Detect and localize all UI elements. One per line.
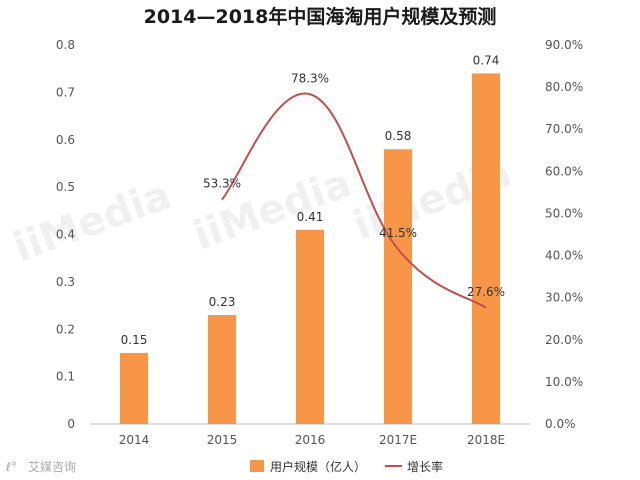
footer-watermark: ℓ° 艾媒咨询: [5, 459, 76, 474]
bar: [208, 315, 236, 424]
x-tick-label: 2017E: [379, 433, 417, 447]
line-series: 53.3% 78.3% 41.5% 27.6%: [203, 71, 505, 309]
right-axis: 0.0% 10.0% 20.0% 30.0% 40.0% 50.0% 60.0% 70.0% 8…: [545, 38, 583, 431]
legend: 用户规模（亿人） 增长率: [250, 459, 443, 474]
left-tick-label: 0.7: [56, 85, 75, 99]
left-tick-label: 0.1: [56, 370, 75, 384]
bar: [296, 229, 324, 424]
bar-value-label: 0.41: [297, 210, 324, 224]
bar: [384, 149, 412, 424]
left-axis: 0 0.1 0.2 0.3 0.4 0.5 0.6 0.7 0.8: [56, 38, 75, 431]
line-value-label: 78.3%: [291, 71, 329, 85]
growth-rate-line: [221, 92, 487, 309]
right-tick-label: 30.0%: [545, 291, 583, 305]
left-tick-label: 0.3: [56, 275, 75, 289]
x-axis: 2014 2015 2016 2017E 2018E: [119, 433, 505, 447]
left-tick-label: 0.5: [56, 180, 75, 194]
x-tick-label: 2018E: [467, 433, 505, 447]
footer-text: 艾媒咨询: [28, 459, 76, 474]
footer-logo-icon: ℓ°: [5, 460, 17, 474]
bar-value-label: 0.15: [121, 333, 148, 347]
right-tick-label: 60.0%: [545, 164, 583, 178]
right-tick-label: 20.0%: [545, 333, 583, 347]
right-tick-label: 80.0%: [545, 80, 583, 94]
bar-value-label: 0.74: [473, 53, 500, 67]
line-value-label: 53.3%: [203, 177, 241, 191]
right-tick-label: 70.0%: [545, 122, 583, 136]
line-value-label: 41.5%: [379, 226, 417, 240]
bar-value-label: 0.58: [385, 129, 412, 143]
legend-bar-swatch: [250, 460, 264, 472]
legend-line-label: 增长率: [407, 459, 443, 474]
line-value-label: 27.6%: [467, 285, 505, 299]
chart-title: 2014—2018年中国海淘用户规模及预测: [144, 5, 497, 28]
x-tick-label: 2016: [295, 433, 326, 447]
watermark-brand-2: iiMedia: [188, 160, 358, 259]
left-tick-label: 0.4: [56, 228, 75, 242]
right-tick-label: 90.0%: [545, 38, 583, 52]
right-tick-label: 0.0%: [545, 417, 576, 431]
left-tick-label: 0.2: [56, 322, 75, 336]
left-tick-label: 0.8: [56, 38, 75, 52]
right-tick-label: 40.0%: [545, 249, 583, 263]
left-tick-label: 0: [67, 417, 75, 431]
x-tick-label: 2015: [207, 433, 238, 447]
bar: [472, 73, 500, 425]
right-tick-label: 10.0%: [545, 375, 583, 389]
x-tick-label: 2014: [119, 433, 150, 447]
bar-value-label: 0.23: [209, 295, 236, 309]
legend-bar-label: 用户规模（亿人）: [270, 459, 366, 474]
bar-series: 0.15 0.23 0.41 0.58 0.74: [120, 53, 500, 425]
bar: [120, 352, 148, 424]
watermark-brand-1: iiMedia: [8, 172, 178, 271]
left-tick-label: 0.6: [56, 133, 75, 147]
right-tick-label: 50.0%: [545, 206, 583, 220]
watermark: iiMedia iiMedia iiMedia: [8, 150, 518, 271]
